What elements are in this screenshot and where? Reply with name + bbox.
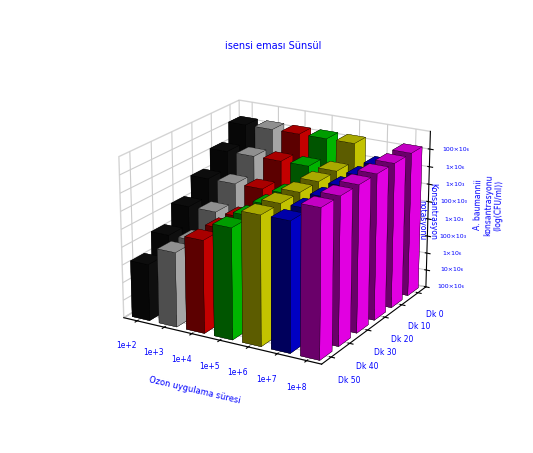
Text: Konsantrasyon
notasyonu: Konsantrasyon notasyonu	[418, 183, 437, 240]
Title: isensi eması Sünsül: isensi eması Sünsül	[225, 41, 321, 51]
X-axis label: Ozon uygulama süresi: Ozon uygulama süresi	[148, 376, 241, 406]
